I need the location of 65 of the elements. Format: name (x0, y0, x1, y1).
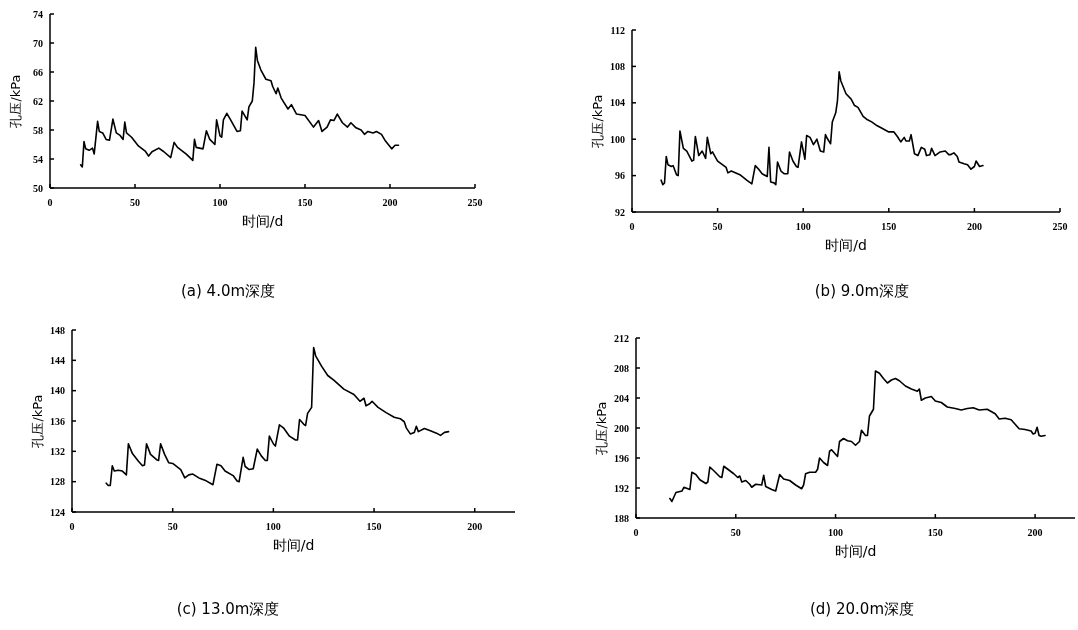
x-tick-label: 50 (712, 221, 723, 232)
x-tick-label: 200 (966, 221, 982, 232)
x-tick-label: 100 (265, 521, 281, 532)
line-series (669, 370, 1046, 503)
x-tick-label: 200 (382, 197, 398, 208)
y-axis-title: 孔压/kPa (30, 394, 45, 448)
y-tick-label: 200 (614, 422, 629, 434)
y-tick-label: 136 (50, 415, 65, 427)
y-tick-label: 100 (610, 133, 625, 145)
x-axis-title: 时间/d (825, 237, 867, 253)
line-series (79, 46, 400, 168)
line-series (105, 346, 450, 487)
x-tick-label: 250 (467, 197, 483, 208)
y-tick-label: 132 (50, 445, 65, 457)
y-tick-label: 124 (50, 506, 65, 518)
x-tick-label: 150 (927, 527, 943, 538)
x-tick-label: 200 (1027, 527, 1043, 538)
line-series (660, 71, 984, 186)
y-tick-label: 212 (614, 332, 629, 344)
y-tick-label: 104 (610, 97, 625, 109)
y-tick-label: 58 (33, 124, 43, 136)
x-tick-label: 50 (130, 197, 140, 208)
x-tick-label: 0 (47, 197, 53, 208)
x-tick-label: 200 (467, 521, 483, 532)
y-tick-label: 66 (33, 66, 43, 78)
x-tick-label: 50 (730, 527, 741, 538)
x-axis-title: 时间/d (272, 537, 315, 553)
text: (d) 20.0m深度 (809, 600, 915, 618)
y-tick-label: 50 (33, 182, 43, 194)
text: (b) 9.0m深度 (814, 282, 910, 300)
x-tick-label: 0 (633, 527, 639, 538)
y-tick-label: 74 (33, 8, 43, 20)
text: (a) 4.0m深度 (180, 282, 276, 300)
y-tick-label: 144 (50, 354, 65, 366)
y-axis-title: 孔压/kPa (594, 401, 609, 455)
y-tick-label: 188 (614, 512, 629, 524)
y-tick-label: 208 (614, 362, 629, 374)
x-tick-label: 50 (167, 521, 178, 532)
x-tick-label: 150 (366, 521, 382, 532)
x-tick-label: 0 (69, 521, 75, 532)
x-tick-label: 150 (881, 221, 897, 232)
y-tick-label: 62 (33, 95, 43, 107)
x-tick-label: 0 (629, 221, 635, 232)
y-tick-label: 108 (610, 60, 625, 72)
x-axis-title: 时间/d (834, 543, 877, 559)
y-tick-label: 92 (615, 206, 625, 218)
y-tick-label: 70 (33, 37, 43, 49)
y-tick-label: 128 (50, 476, 65, 488)
y-axis-title: 孔压/kPa (8, 74, 23, 128)
y-tick-label: 148 (50, 324, 65, 336)
text: (c) 13.0m深度 (176, 600, 280, 618)
y-tick-label: 112 (610, 24, 625, 36)
x-tick-label: 100 (212, 197, 228, 208)
x-tick-label: 250 (1052, 221, 1068, 232)
y-tick-label: 54 (33, 153, 43, 165)
x-tick-label: 150 (297, 197, 313, 208)
y-tick-label: 204 (614, 392, 629, 404)
x-axis-title: 时间/d (241, 213, 284, 229)
y-tick-label: 96 (615, 170, 625, 182)
y-axis-title: 孔压/kPa (590, 94, 605, 148)
y-tick-label: 196 (614, 452, 629, 464)
x-tick-label: 100 (828, 527, 844, 538)
y-tick-label: 192 (614, 482, 629, 494)
y-tick-label: 140 (50, 385, 65, 397)
x-tick-label: 100 (795, 221, 811, 232)
